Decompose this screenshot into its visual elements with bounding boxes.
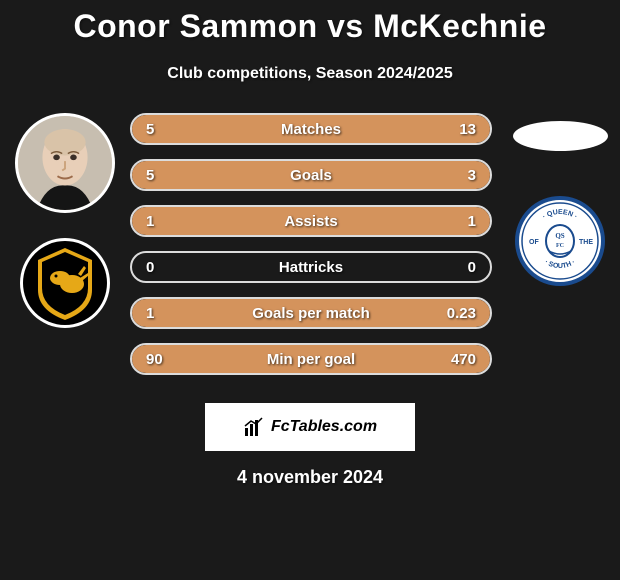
alloa-badge-icon bbox=[20, 238, 110, 328]
stat-bar-goals-per-match: 1 Goals per match 0.23 bbox=[130, 297, 492, 329]
stat-label: Goals per match bbox=[252, 305, 370, 322]
stat-value-right: 1 bbox=[468, 213, 476, 230]
svg-text:OF: OF bbox=[529, 239, 539, 246]
comparison-panel: 5 Matches 13 5 Goals 3 1 Assists 1 0 Hattricks 0 1 Go… bbox=[0, 113, 620, 389]
player2-club-badge: · QUEEN · · SOUTH · OF THE QS FC bbox=[515, 196, 605, 286]
stat-value-right: 0.23 bbox=[447, 305, 476, 322]
right-player-column: · QUEEN · · SOUTH · OF THE QS FC bbox=[500, 113, 620, 286]
date-text: 4 november 2024 bbox=[0, 467, 620, 488]
stat-value-right: 0 bbox=[468, 259, 476, 276]
svg-text:QS: QS bbox=[555, 232, 564, 240]
stat-label: Hattricks bbox=[279, 259, 343, 276]
qos-badge-icon: · QUEEN · · SOUTH · OF THE QS FC bbox=[519, 200, 601, 282]
stat-value-left: 1 bbox=[146, 305, 154, 322]
stat-label: Matches bbox=[281, 121, 341, 138]
stat-bars: 5 Matches 13 5 Goals 3 1 Assists 1 0 Hattricks 0 1 Go… bbox=[130, 113, 500, 389]
stat-value-left: 0 bbox=[146, 259, 154, 276]
stat-value-right: 13 bbox=[459, 121, 476, 138]
page-title: Conor Sammon vs McKechnie bbox=[0, 0, 620, 45]
stat-value-right: 470 bbox=[451, 351, 476, 368]
player2-photo-placeholder bbox=[513, 121, 608, 151]
stat-value-left: 1 bbox=[146, 213, 154, 230]
svg-text:FC: FC bbox=[556, 243, 564, 249]
stat-bar-matches: 5 Matches 13 bbox=[130, 113, 492, 145]
stat-value-left: 5 bbox=[146, 167, 154, 184]
watermark-badge: FcTables.com bbox=[205, 403, 415, 451]
chart-icon bbox=[243, 416, 265, 438]
stat-bar-assists: 1 Assists 1 bbox=[130, 205, 492, 237]
stat-label: Goals bbox=[290, 167, 332, 184]
player1-face-icon bbox=[18, 116, 112, 210]
stat-bar-hattricks: 0 Hattricks 0 bbox=[130, 251, 492, 283]
stat-value-left: 90 bbox=[146, 351, 163, 368]
stat-bar-goals: 5 Goals 3 bbox=[130, 159, 492, 191]
watermark-text: FcTables.com bbox=[271, 418, 377, 436]
stat-label: Assists bbox=[284, 213, 337, 230]
player1-photo bbox=[15, 113, 115, 213]
svg-text:THE: THE bbox=[579, 239, 593, 246]
subtitle: Club competitions, Season 2024/2025 bbox=[0, 65, 620, 83]
stat-label: Min per goal bbox=[267, 351, 355, 368]
player1-club-badge bbox=[20, 238, 110, 328]
stat-bar-min-per-goal: 90 Min per goal 470 bbox=[130, 343, 492, 375]
stat-value-left: 5 bbox=[146, 121, 154, 138]
stat-value-right: 3 bbox=[468, 167, 476, 184]
stat-fill-right bbox=[232, 115, 490, 143]
left-player-column bbox=[0, 113, 130, 328]
